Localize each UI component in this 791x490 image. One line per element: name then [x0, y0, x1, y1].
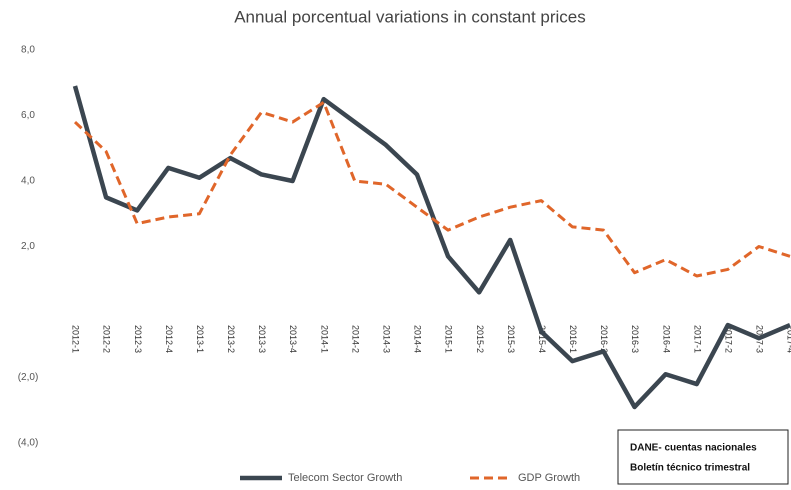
y-tick-label: 2,0 — [21, 241, 35, 252]
x-tick-label: 2015-4 — [537, 325, 547, 353]
x-tick-label: 2013-3 — [257, 325, 267, 353]
x-tick-label: 2014-1 — [319, 325, 329, 353]
x-tick-label: 2012-3 — [133, 325, 143, 353]
x-tick-label: 2016-1 — [568, 325, 578, 353]
x-tick-label: 2012-1 — [71, 325, 81, 353]
x-tick-label: 2012-4 — [164, 325, 174, 353]
annotation: Boletín técnico trimestral — [630, 463, 750, 474]
legend-label: GDP Growth — [518, 472, 580, 484]
x-tick-label: 2017-2 — [723, 325, 733, 353]
x-tick-label: 2016-2 — [599, 325, 609, 353]
x-tick-label: 2012-2 — [102, 325, 112, 353]
x-tick-label: 2014-2 — [350, 325, 360, 353]
series-line — [73, 100, 791, 278]
x-tick-label: 2017-4 — [786, 325, 791, 353]
x-tick-label: 2014-3 — [381, 325, 391, 353]
x-tick-label: 2016-3 — [630, 325, 640, 353]
y-tick-label: 8,0 — [21, 45, 35, 56]
x-tick-label: 2017-1 — [692, 325, 702, 353]
y-tick-label: (2,0) — [18, 372, 39, 383]
x-tick-label: 2016-4 — [661, 325, 671, 353]
y-tick-label: 6,0 — [21, 110, 35, 121]
chart-title: Annual porcentual variations in constant… — [234, 7, 586, 26]
x-tick-label: 2015-1 — [444, 325, 454, 353]
annotation-box — [617, 429, 789, 485]
x-tick-label: 2013-1 — [195, 325, 205, 353]
x-tick-label: 2013-2 — [226, 325, 236, 353]
series-line — [72, 85, 791, 410]
y-tick-label: (4,0) — [18, 438, 39, 449]
x-tick-label: 2013-4 — [288, 325, 298, 353]
legend-label: Telecom Sector Growth — [288, 472, 402, 484]
annotation: DANE- cuentas nacionales — [630, 443, 757, 454]
x-tick-label: 2014-4 — [413, 325, 423, 353]
x-tick-label: 2015-3 — [506, 325, 516, 353]
y-tick-label: 4,0 — [21, 176, 35, 187]
x-tick-label: 2015-2 — [475, 325, 485, 353]
